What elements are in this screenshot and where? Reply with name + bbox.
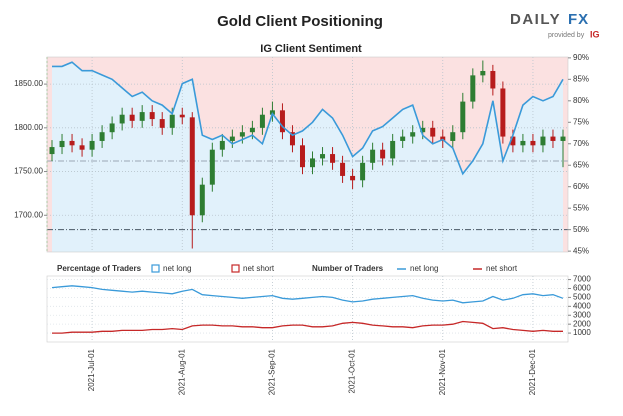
candle-body bbox=[129, 114, 135, 121]
y2-tick-label: 85% bbox=[573, 74, 589, 83]
candle-body bbox=[299, 145, 305, 168]
candle-body bbox=[450, 132, 456, 141]
logo-tagline: provided by bbox=[548, 32, 585, 39]
candle-body bbox=[189, 117, 195, 216]
candle-body bbox=[79, 145, 85, 150]
y-tick-label: 1800.00 bbox=[14, 123, 43, 132]
candle-body bbox=[310, 158, 316, 168]
candle-body bbox=[350, 175, 356, 181]
legend-label: net long bbox=[163, 264, 191, 273]
x-tick-label: 2021-Oct-01 bbox=[348, 348, 357, 393]
chart-title: Gold Client Positioning bbox=[217, 13, 383, 30]
y2-tick-label: 90% bbox=[573, 53, 589, 62]
y-tick-label: 1750.00 bbox=[14, 167, 43, 176]
y-tick-label: 1700.00 bbox=[14, 210, 43, 219]
logo-brand: DAILY bbox=[510, 11, 561, 28]
candle-body bbox=[330, 154, 336, 163]
long-area bbox=[52, 62, 563, 253]
candle-body bbox=[560, 136, 566, 141]
y-tick-label: 7000 bbox=[573, 275, 591, 284]
candle-body bbox=[139, 112, 145, 121]
candle-body bbox=[249, 127, 255, 133]
candle-body bbox=[229, 136, 235, 141]
candle-body bbox=[530, 140, 536, 146]
logo-brand: FX bbox=[568, 11, 589, 28]
logo-badge: IG bbox=[590, 29, 600, 39]
y-tick-label: 6000 bbox=[573, 284, 591, 293]
y2-tick-label: 75% bbox=[573, 117, 589, 126]
candle-body bbox=[470, 75, 476, 102]
y-tick-label: 1000 bbox=[573, 328, 591, 337]
y2-tick-label: 60% bbox=[573, 182, 589, 191]
candle-body bbox=[49, 147, 55, 155]
candle-body bbox=[239, 132, 245, 137]
candle-body bbox=[380, 149, 386, 159]
candle-body bbox=[59, 140, 65, 148]
candle-body bbox=[119, 114, 125, 124]
logo: DAILY FX provided by IG bbox=[510, 11, 600, 39]
candle-body bbox=[279, 110, 285, 133]
candle-body bbox=[480, 70, 486, 76]
trader-line bbox=[51, 285, 564, 304]
candle-body bbox=[109, 123, 115, 133]
candle-body bbox=[460, 101, 466, 133]
x-tick-label: 2021-Jul-01 bbox=[87, 348, 96, 391]
y-tick-label: 4000 bbox=[573, 301, 591, 310]
y2-tick-label: 55% bbox=[573, 203, 589, 212]
candle-body bbox=[159, 119, 165, 128]
chart-subtitle: IG Client Sentiment bbox=[260, 43, 362, 55]
sentiment-line bbox=[52, 61, 564, 176]
y2-tick-label: 45% bbox=[573, 246, 589, 255]
x-tick-label: 2021-Dec-01 bbox=[528, 348, 537, 395]
x-tick-label: 2021-Aug-01 bbox=[177, 348, 186, 395]
legend-swatch bbox=[231, 264, 240, 273]
candle-body bbox=[510, 136, 516, 146]
candle-body bbox=[430, 127, 436, 137]
candle-body bbox=[149, 112, 155, 120]
candle-body bbox=[99, 132, 105, 141]
y-tick-label: 5000 bbox=[573, 293, 591, 302]
candle-body bbox=[199, 184, 205, 216]
candle-body bbox=[540, 136, 546, 146]
legend-label: net long bbox=[410, 264, 438, 273]
candle-body bbox=[69, 140, 75, 146]
legend-label: net short bbox=[243, 264, 275, 273]
candle-body bbox=[500, 88, 506, 137]
y2-tick-label: 65% bbox=[573, 160, 589, 169]
y2-tick-label: 70% bbox=[573, 139, 589, 148]
candle-body bbox=[289, 132, 295, 146]
candle-body bbox=[520, 140, 526, 146]
y-tick-label: 3000 bbox=[573, 310, 591, 319]
y2-tick-label: 50% bbox=[573, 225, 589, 234]
candle-body bbox=[219, 140, 225, 150]
candle-body bbox=[360, 162, 366, 181]
legend-title: Number of Traders bbox=[312, 264, 384, 273]
legend-title: Percentage of Traders bbox=[57, 264, 142, 273]
candle-body bbox=[209, 149, 215, 185]
x-tick-label: 2021-Sep-01 bbox=[268, 348, 277, 395]
candle-body bbox=[340, 162, 346, 176]
candle-body bbox=[400, 136, 406, 141]
x-tick-label: 2021-Nov-01 bbox=[438, 348, 447, 395]
candle-body bbox=[169, 114, 175, 128]
candle-body bbox=[410, 132, 416, 137]
trader-line bbox=[52, 320, 563, 334]
plot-frame bbox=[46, 56, 569, 253]
candle-body bbox=[390, 140, 396, 159]
candle-body bbox=[259, 114, 265, 128]
candle-body bbox=[420, 127, 426, 133]
candle-body bbox=[550, 136, 556, 141]
candle-body bbox=[89, 140, 95, 150]
candle-body bbox=[179, 114, 185, 118]
candle-body bbox=[490, 70, 496, 89]
candle-body bbox=[370, 149, 376, 163]
y2-tick-label: 80% bbox=[573, 96, 589, 105]
plot-frame bbox=[46, 275, 569, 343]
legend-label: net short bbox=[486, 264, 518, 273]
y-tick-label: 1850.00 bbox=[14, 79, 43, 88]
legend-swatch bbox=[151, 264, 160, 273]
candle-body bbox=[320, 154, 326, 159]
y-tick-label: 2000 bbox=[573, 319, 591, 328]
